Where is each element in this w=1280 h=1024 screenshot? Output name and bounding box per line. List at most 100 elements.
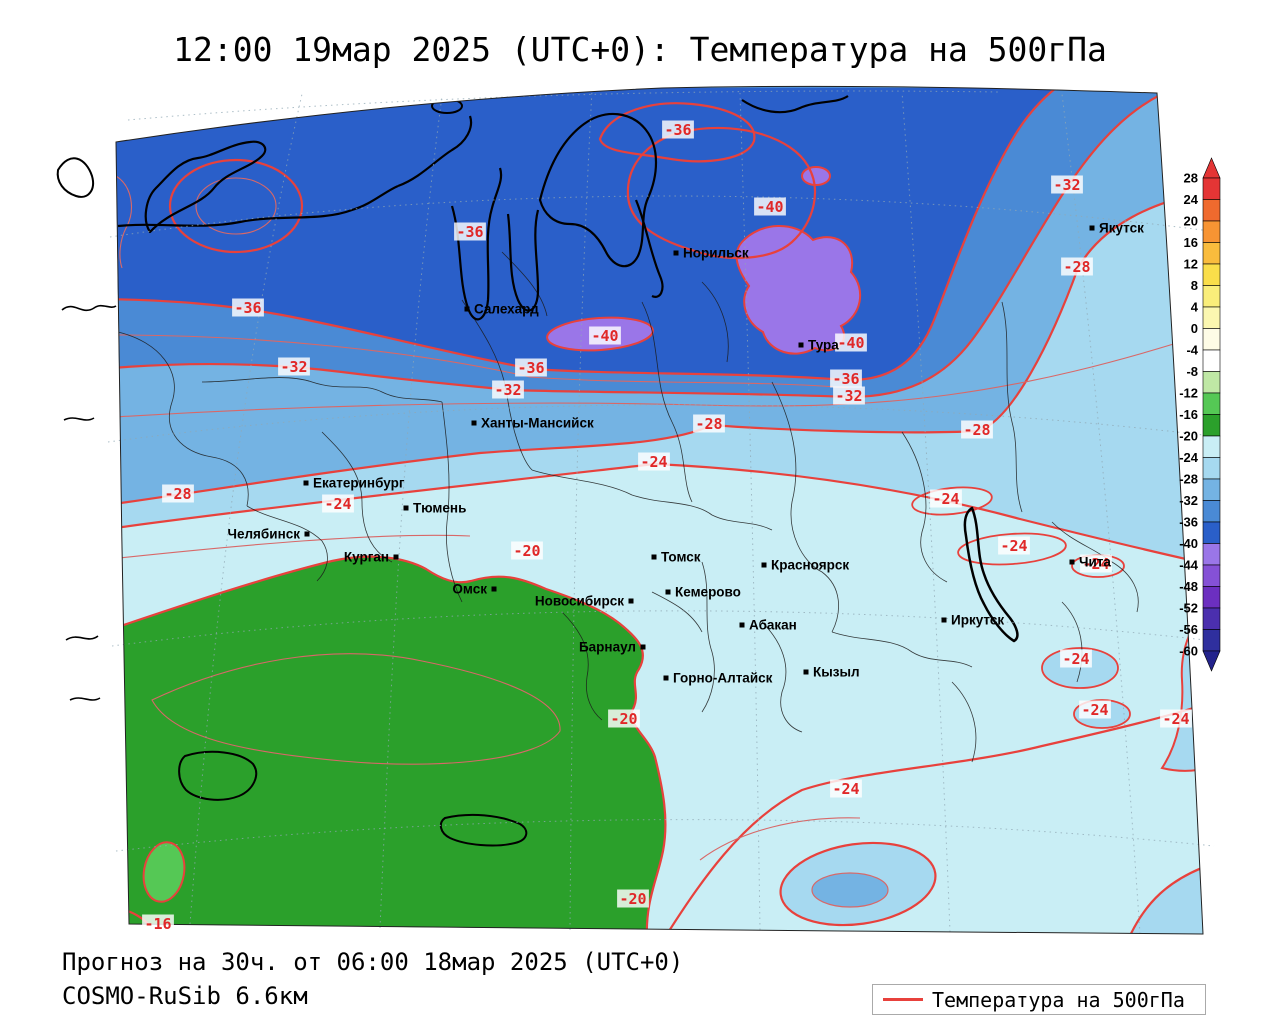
contour-label-bg	[1051, 175, 1083, 194]
city-label: Челябинск	[227, 527, 300, 542]
colorbar-tick: -44	[1179, 558, 1199, 573]
city-dot	[761, 562, 767, 568]
contour-label-bg	[693, 414, 725, 433]
colorbar-tick: 28	[1184, 171, 1198, 186]
city-label: Омск	[452, 582, 487, 597]
city-label: Тура	[808, 338, 839, 353]
contour-label: -28	[963, 421, 990, 439]
city-marker: Абакан	[739, 618, 797, 633]
city-label: Норильск	[683, 246, 749, 261]
colorbar-cell	[1202, 586, 1221, 609]
contour-label-bg	[1080, 554, 1112, 573]
city-label: Красноярск	[771, 558, 849, 573]
city-marker: Томск	[651, 550, 701, 565]
city-marker: Салехард	[464, 302, 539, 317]
contour-label: -32	[494, 381, 521, 399]
contour-label-bg	[142, 914, 174, 933]
colorbar-cell	[1202, 564, 1221, 587]
contour-label-bg	[589, 326, 621, 345]
major-contours	[116, 87, 1203, 934]
contour-label: -40	[591, 327, 618, 345]
legend-label: Температура на 500гПа	[932, 987, 1185, 1012]
lake-south	[439, 813, 528, 847]
city-markers: Якутск Норильск Салехард Тура Ханты-Мансийск…	[227, 221, 1144, 686]
contour-label: -36	[664, 121, 691, 139]
city-marker: Кызыл	[803, 665, 860, 680]
contour-label-bg	[515, 358, 547, 377]
contour-label-bg	[454, 222, 486, 241]
contour-label-bg	[930, 489, 962, 508]
contour-label-bg	[511, 541, 543, 560]
city-dot	[663, 675, 669, 681]
contour-labels: -36-36-40-32-28-36-40 -40-36-32-36-32-32-…	[142, 120, 1192, 933]
contour-label-bg	[1160, 709, 1192, 728]
colorbar-cell	[1202, 392, 1221, 415]
contour-label-bg	[617, 889, 649, 908]
colorbar-tick: 4	[1191, 300, 1199, 315]
city-dot	[304, 531, 310, 537]
city-label: Новосибирск	[535, 594, 624, 609]
colorbar-cell	[1202, 349, 1221, 372]
contour-label: -40	[756, 198, 783, 216]
temperature-colorbar: 28 24 20 16 12 8 4 0 -4 -8 -12 -16 -20 -24 -28 -32 -36 -4…	[1179, 157, 1221, 672]
contour-label: -24	[932, 490, 959, 508]
colorbar-cell	[1202, 285, 1221, 308]
contour-label-bg	[662, 120, 694, 139]
contour-label: -32	[280, 358, 307, 376]
colorbar-cell	[1202, 263, 1221, 286]
city-label: Барнаул	[579, 640, 636, 655]
colorbar-tick: -56	[1179, 622, 1198, 637]
city-label: Тюмень	[413, 501, 466, 516]
colorbar-cell	[1202, 457, 1221, 480]
colorbar-arrow-bottom	[1202, 650, 1221, 672]
colorbar-cell	[1202, 500, 1221, 523]
city-label: Абакан	[749, 618, 797, 633]
city-dot	[673, 250, 679, 256]
colorbar-tick: 8	[1191, 278, 1198, 293]
legend-box: Температура на 500гПа	[872, 984, 1206, 1015]
contour-label: -16	[144, 915, 171, 933]
city-dot	[665, 589, 671, 595]
lake-baikal	[963, 506, 1019, 643]
contour-label-bg	[754, 197, 786, 216]
contour-label: -40	[837, 334, 864, 352]
colorbar-cell	[1202, 199, 1221, 222]
contour-label: -36	[234, 299, 261, 317]
city-label: Томск	[661, 550, 701, 565]
colorbar-tick: 16	[1184, 235, 1198, 250]
contour-label-bg	[278, 357, 310, 376]
contour-label: -24	[1000, 537, 1027, 555]
colorbar-tick: -28	[1179, 472, 1198, 487]
city-label: Иркутск	[951, 613, 1004, 628]
colorbar-tick: -60	[1179, 644, 1198, 659]
colorbar-cell	[1202, 371, 1221, 394]
city-dot	[491, 586, 497, 592]
legend-contour-line-sample	[883, 998, 923, 1001]
temperature-field	[116, 86, 1203, 934]
colorbar-cell	[1202, 607, 1221, 630]
city-marker: Норильск	[673, 246, 749, 261]
colorbar-tick: 0	[1191, 321, 1198, 336]
contour-label-bg	[608, 709, 640, 728]
contour-label-bg	[1079, 700, 1111, 719]
city-marker: Горно-Алтайск	[663, 671, 773, 686]
colorbar-tick: -20	[1179, 429, 1198, 444]
city-marker: Красноярск	[761, 558, 849, 573]
colorbar-tick: -16	[1179, 407, 1198, 422]
city-marker: Барнаул	[579, 640, 646, 655]
colorbar-tick: -4	[1186, 343, 1198, 358]
outside-coast-fragments	[56, 157, 117, 701]
city-dot	[303, 480, 309, 486]
city-dot	[464, 306, 470, 312]
city-dot	[1069, 559, 1075, 565]
contour-label: -28	[164, 485, 191, 503]
city-marker: Курган	[344, 550, 399, 565]
city-label: Екатеринбург	[313, 476, 405, 491]
city-label: Чита	[1079, 555, 1111, 570]
contour-label-bg	[1060, 649, 1092, 668]
colorbar-tick: 24	[1184, 192, 1199, 207]
colorbar-cell	[1202, 328, 1221, 351]
contour-label-bg	[961, 420, 993, 439]
colorbar-tick: -40	[1179, 536, 1198, 551]
